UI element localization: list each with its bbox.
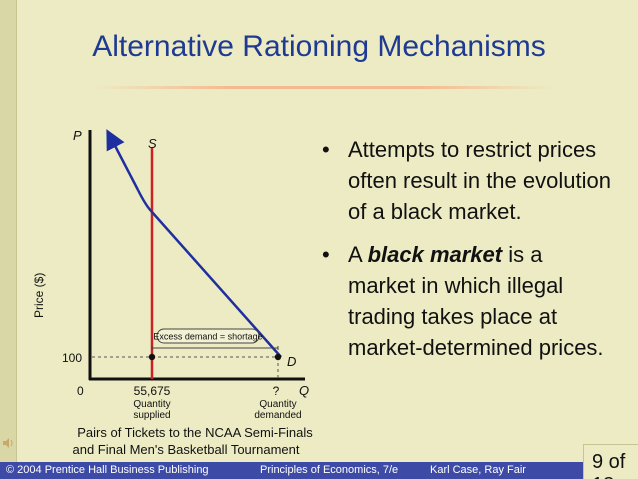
- x-caption-line-2: and Final Men's Basketball Tournament: [73, 442, 300, 457]
- supply-label: S: [148, 136, 157, 151]
- point-qty-demanded: [274, 353, 282, 361]
- speaker-icon[interactable]: [2, 437, 14, 449]
- y-axis-label: Price ($): [32, 273, 46, 318]
- x-caption-line-1: Pairs of Tickets to the NCAA Semi-Finals: [77, 425, 313, 440]
- footer-copyright: © 2004 Prentice Hall Business Publishing: [6, 464, 209, 476]
- y-axis-variable: P: [73, 128, 82, 143]
- footer-authors: Karl Case, Ray Fair: [430, 464, 526, 476]
- demand-label: D: [287, 354, 296, 369]
- shortage-label-box: [156, 328, 260, 344]
- bullet-text-pre: A: [348, 242, 368, 267]
- bullet-dot: •: [322, 137, 330, 162]
- origin-label: 0: [77, 384, 84, 398]
- left-margin-line: [16, 0, 17, 462]
- qty-supplied-label-1: Quantity: [133, 399, 170, 410]
- slide-number: 9 of 18: [583, 444, 638, 479]
- qty-demanded-label-1: Quantity: [259, 399, 296, 410]
- qty-demanded-value: ?: [273, 384, 280, 398]
- bullet-item: • Attempts to restrict prices often resu…: [322, 134, 612, 227]
- bullet-list: • Attempts to restrict prices often resu…: [322, 134, 612, 375]
- footer-bar: © 2004 Prentice Hall Business Publishing…: [0, 462, 638, 479]
- bullet-text-post: is a market in which illegal trading tak…: [348, 242, 604, 360]
- demand-curve: [136, 189, 282, 358]
- bullet-item: • A black market is a market in which il…: [322, 239, 612, 363]
- supply-demand-graph: Excess demand = shortage P S D Q Price (…: [32, 128, 313, 457]
- qty-demanded-label-2: demanded: [254, 410, 301, 421]
- bullet-dot: •: [322, 242, 330, 267]
- bullet-emphasis: black market: [367, 242, 503, 267]
- qty-supplied-value: 55,675: [134, 384, 171, 398]
- title-underline: [94, 86, 554, 89]
- price-tick: 100: [62, 351, 82, 365]
- left-margin-bar: [0, 0, 16, 462]
- x-axis-variable: Q: [299, 383, 309, 398]
- point-qty-supplied: [148, 353, 156, 361]
- demand-arrow: [106, 129, 140, 191]
- qty-supplied-label-2: supplied: [133, 410, 170, 421]
- footer-book: Principles of Economics, 7/e: [260, 464, 399, 476]
- shortage-label: Excess demand = shortage: [153, 332, 262, 342]
- slide-title: Alternative Rationing Mechanisms: [92, 30, 546, 63]
- bullet-text: Attempts to restrict prices often result…: [348, 137, 611, 224]
